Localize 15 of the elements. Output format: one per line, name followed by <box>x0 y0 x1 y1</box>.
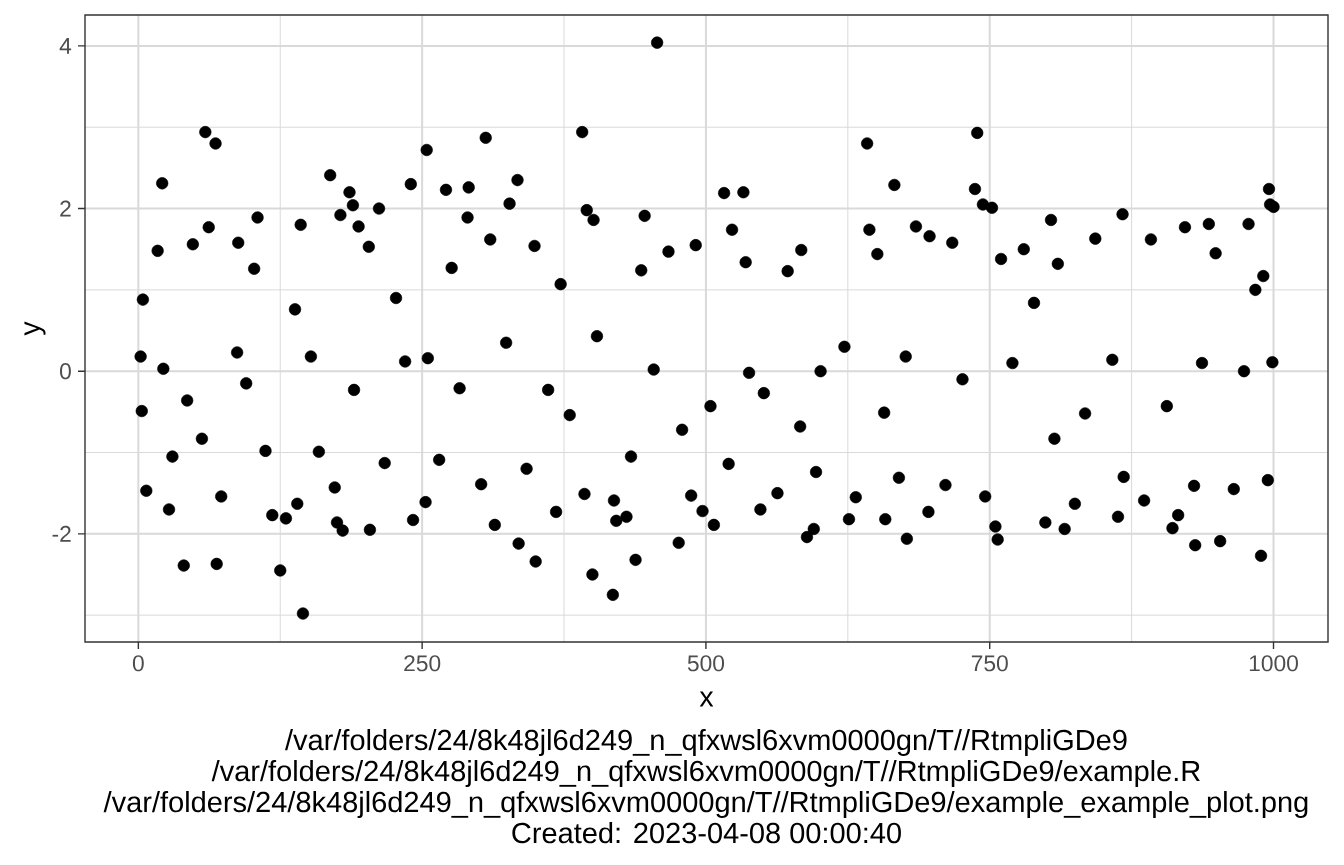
y-axis-title: y <box>24 321 46 336</box>
y-tick-label: 2 <box>60 200 71 217</box>
x-tick-label: 250 <box>404 655 441 672</box>
text: Created: 2023-04-08 00:00:40 <box>512 821 901 844</box>
y-tick-label: 0 <box>60 363 71 380</box>
text: /var/folders/24/8k48jl6d249_n_qfxwsl6xvm0000gn/T//RtmpliGDe9/example_example_plot.png <box>103 790 1308 819</box>
x-tick-label: 500 <box>687 655 725 672</box>
x-tick-label: 1000 <box>1249 655 1298 672</box>
x-tick-label: 750 <box>971 655 1008 672</box>
y-tick-label: -2 <box>52 525 71 542</box>
text: /var/folders/24/8k48jl6d249_n_qfxwsl6xvm0000gn/T//RtmpliGDe9 <box>284 728 1127 757</box>
x-tick-label: 0 <box>132 655 144 672</box>
text: /var/folders/24/8k48jl6d249_n_qfxwsl6xvm0000gn/T//RtmpliGDe9/example.R <box>211 759 1200 788</box>
x-axis-title: x <box>699 691 714 707</box>
y-tick-label: 4 <box>59 38 72 54</box>
